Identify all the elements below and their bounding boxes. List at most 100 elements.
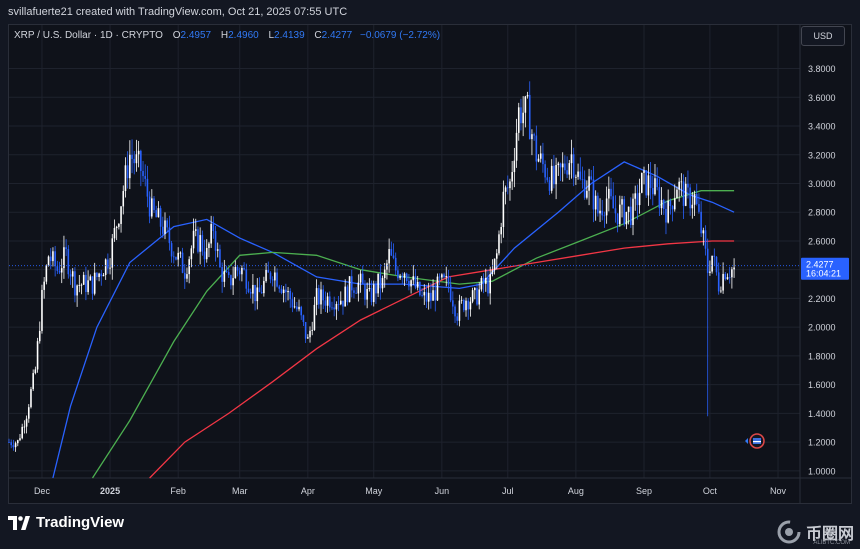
candle-body — [645, 170, 647, 196]
candle-body — [412, 276, 415, 281]
currency-button[interactable]: USD — [801, 26, 845, 46]
candle-body — [630, 206, 632, 225]
candle-body — [410, 280, 412, 287]
candle-body — [608, 188, 610, 199]
candle-body — [405, 273, 408, 281]
candle-body — [487, 277, 489, 294]
candle-body — [528, 94, 531, 140]
candle-body — [704, 230, 707, 249]
change-value: −0.0679 (−2.72%) — [360, 30, 441, 41]
x-tick-label: Dec — [34, 486, 51, 496]
candle-body — [342, 300, 344, 307]
candle-body — [89, 276, 92, 281]
y-tick-label: 1.8000 — [808, 351, 836, 361]
candle-body — [579, 171, 582, 180]
candle-body — [537, 158, 540, 162]
candle-body — [491, 270, 494, 275]
candle-body — [151, 198, 153, 217]
candle-body — [728, 277, 731, 278]
candle-body — [313, 304, 316, 330]
candle-body — [230, 275, 232, 286]
candle-body — [219, 249, 221, 268]
candle-body — [515, 132, 518, 161]
candle-body — [506, 187, 509, 189]
candle-body — [131, 154, 133, 159]
y-tick-label: 3.4000 — [808, 122, 836, 132]
candle-body — [427, 292, 430, 302]
candle-body — [546, 177, 549, 181]
candle-body — [172, 256, 175, 258]
candle-body — [159, 208, 162, 227]
candle-body — [533, 134, 535, 136]
candle-body — [179, 252, 182, 254]
flag-event-icon — [753, 441, 761, 443]
candle-body — [370, 288, 373, 303]
candle-body — [337, 303, 340, 305]
candle-body — [322, 289, 325, 301]
candle-body — [339, 300, 342, 305]
candle-body — [623, 199, 626, 225]
candle-body — [641, 172, 643, 193]
tradingview-brand[interactable]: TradingView — [8, 514, 124, 531]
candle-body — [449, 284, 452, 301]
candle-body — [419, 281, 421, 296]
candle-body — [276, 272, 278, 287]
candle-body — [656, 178, 658, 188]
candle-body — [153, 198, 155, 211]
candle-body — [454, 306, 456, 317]
candle-body — [733, 267, 735, 270]
candle-body — [430, 292, 432, 301]
candle-body — [140, 150, 142, 171]
candle-body — [542, 153, 544, 165]
candle-body — [54, 251, 56, 267]
candle-body — [307, 337, 309, 339]
candle-body — [183, 272, 186, 279]
candle-body — [480, 278, 483, 290]
candle-body — [285, 289, 287, 293]
candle-body — [353, 290, 355, 293]
candle-body — [698, 204, 700, 212]
candle-body — [41, 289, 43, 331]
candle-body — [460, 299, 463, 301]
candle-body — [274, 272, 276, 281]
candle-body — [234, 266, 237, 279]
candle-body — [87, 280, 89, 293]
candle-body — [680, 181, 683, 183]
candle-body — [375, 284, 377, 294]
x-tick-label: Oct — [703, 486, 718, 496]
candle-body — [326, 296, 329, 306]
candle-body — [289, 290, 292, 300]
candle-body — [381, 278, 384, 289]
candle-body — [201, 235, 204, 252]
candle-body — [594, 195, 597, 210]
candle-body — [170, 243, 173, 257]
ma-mid-line — [91, 190, 735, 479]
candle-body — [610, 188, 612, 197]
candle-body — [71, 271, 74, 277]
candle-body — [190, 248, 193, 260]
candle-body — [597, 195, 599, 214]
candle-body — [254, 284, 256, 302]
candle-body — [223, 270, 226, 282]
candle-body — [662, 200, 665, 209]
candle-body — [278, 286, 281, 289]
candle-body — [113, 227, 116, 239]
low-label: L — [268, 30, 275, 41]
candle-body — [144, 176, 147, 179]
candle-body — [625, 211, 628, 225]
candle-body — [12, 445, 15, 448]
candle-body — [368, 288, 371, 290]
candle-body — [133, 158, 136, 164]
y-tick-label: 3.8000 — [808, 64, 836, 74]
candle-body — [67, 249, 70, 275]
candle-body — [687, 183, 689, 188]
tradingview-logo-text: TradingView — [36, 514, 125, 531]
candle-body — [605, 198, 608, 216]
candle-body — [452, 300, 454, 307]
candle-body — [478, 289, 481, 305]
candle-body — [614, 208, 617, 214]
candle-body — [27, 407, 30, 419]
candle-body — [588, 176, 590, 191]
candle-body — [713, 255, 716, 257]
